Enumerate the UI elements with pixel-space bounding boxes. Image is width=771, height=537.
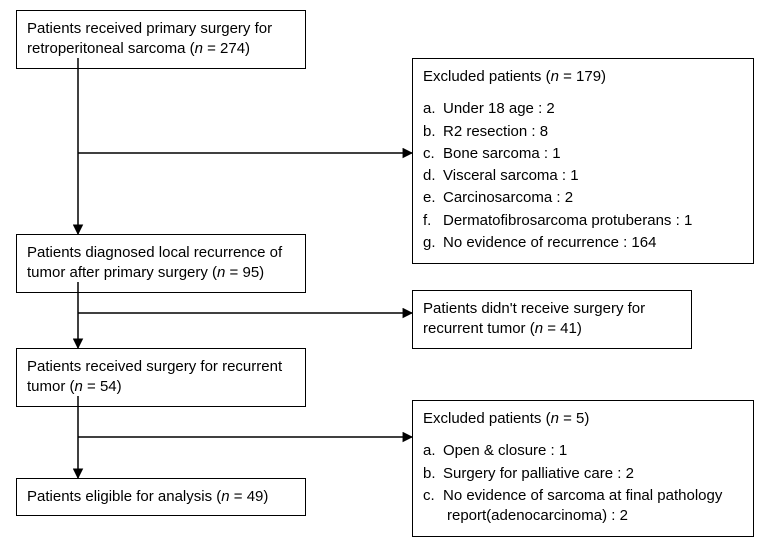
node5-line1: Patients received surgery for recurrent bbox=[27, 358, 282, 375]
list-text: Open & closure : 1 bbox=[443, 442, 567, 459]
node6-exclusion-list: a.Open & closure : 1 b.Surgery for palli… bbox=[423, 441, 743, 526]
node1-line2-pre: retroperitoneal sarcoma ( bbox=[27, 40, 195, 57]
node4-line2-var: n bbox=[535, 320, 543, 337]
node3-line2-pre: tumor after primary surgery ( bbox=[27, 264, 217, 281]
flow-node-excluded-179: Excluded patients (n = 179) a.Under 18 a… bbox=[412, 58, 754, 264]
list-item: c.No evidence of sarcoma at final pathol… bbox=[423, 486, 743, 527]
node4-line2-pre: recurrent tumor ( bbox=[423, 320, 535, 337]
list-letter: b. bbox=[423, 122, 443, 142]
flow-node-primary-surgery: Patients received primary surgery for re… bbox=[16, 10, 306, 69]
list-item: b.Surgery for palliative care : 2 bbox=[423, 464, 743, 484]
list-text: No evidence of sarcoma at final patholog… bbox=[443, 487, 722, 524]
list-item: a.Under 18 age : 2 bbox=[423, 99, 743, 119]
node1-line1: Patients received primary surgery for bbox=[27, 20, 272, 37]
list-text: Under 18 age : 2 bbox=[443, 100, 555, 117]
list-item: a.Open & closure : 1 bbox=[423, 441, 743, 461]
list-item: g.No evidence of recurrence : 164 bbox=[423, 233, 743, 253]
node3-line1: Patients diagnosed local recurrence of bbox=[27, 244, 282, 261]
node4-line1: Patients didn't receive surgery for bbox=[423, 300, 645, 317]
list-item: c.Bone sarcoma : 1 bbox=[423, 144, 743, 164]
flow-node-eligible: Patients eligible for analysis (n = 49) bbox=[16, 478, 306, 516]
node2-title-pre: Excluded patients ( bbox=[423, 68, 551, 85]
list-text: R2 resection : 8 bbox=[443, 123, 548, 140]
node1-line2-var: n bbox=[195, 40, 203, 57]
list-letter: c. bbox=[423, 486, 443, 506]
list-text: Bone sarcoma : 1 bbox=[443, 145, 561, 162]
flow-node-no-surgery-recurrent: Patients didn't receive surgery for recu… bbox=[412, 290, 692, 349]
node7-line1-pre: Patients eligible for analysis ( bbox=[27, 488, 221, 505]
list-item: d.Visceral sarcoma : 1 bbox=[423, 166, 743, 186]
node1-line2-post: = 274) bbox=[203, 40, 250, 57]
node2-title-var: n bbox=[551, 68, 559, 85]
node5-line2-pre: tumor ( bbox=[27, 378, 75, 395]
node6-title-post: = 5) bbox=[559, 410, 589, 427]
list-letter: f. bbox=[423, 211, 443, 231]
list-letter: e. bbox=[423, 188, 443, 208]
list-text: Surgery for palliative care : 2 bbox=[443, 465, 634, 482]
list-letter: a. bbox=[423, 99, 443, 119]
list-item: e.Carcinosarcoma : 2 bbox=[423, 188, 743, 208]
list-letter: g. bbox=[423, 233, 443, 253]
node7-line1-post: = 49) bbox=[230, 488, 269, 505]
node5-line2-var: n bbox=[75, 378, 83, 395]
node6-title-var: n bbox=[551, 410, 559, 427]
node5-line2-post: = 54) bbox=[83, 378, 122, 395]
flow-node-surgery-recurrent: Patients received surgery for recurrent … bbox=[16, 348, 306, 407]
flow-node-local-recurrence: Patients diagnosed local recurrence of t… bbox=[16, 234, 306, 293]
node2-exclusion-list: a.Under 18 age : 2 b.R2 resection : 8 c.… bbox=[423, 99, 743, 253]
list-letter: b. bbox=[423, 464, 443, 484]
node3-line2-post: = 95) bbox=[225, 264, 264, 281]
list-letter: a. bbox=[423, 441, 443, 461]
list-item: f.Dermatofibrosarcoma protuberans : 1 bbox=[423, 211, 743, 231]
node2-title-post: = 179) bbox=[559, 68, 606, 85]
list-text: Dermatofibrosarcoma protuberans : 1 bbox=[443, 212, 692, 229]
list-text: No evidence of recurrence : 164 bbox=[443, 234, 656, 251]
node4-line2-post: = 41) bbox=[543, 320, 582, 337]
node7-line1-var: n bbox=[221, 488, 229, 505]
flow-node-excluded-5: Excluded patients (n = 5) a.Open & closu… bbox=[412, 400, 754, 537]
list-item: b.R2 resection : 8 bbox=[423, 122, 743, 142]
list-letter: c. bbox=[423, 144, 443, 164]
list-text: Visceral sarcoma : 1 bbox=[443, 167, 579, 184]
list-text: Carcinosarcoma : 2 bbox=[443, 189, 573, 206]
list-letter: d. bbox=[423, 166, 443, 186]
node6-title-pre: Excluded patients ( bbox=[423, 410, 551, 427]
